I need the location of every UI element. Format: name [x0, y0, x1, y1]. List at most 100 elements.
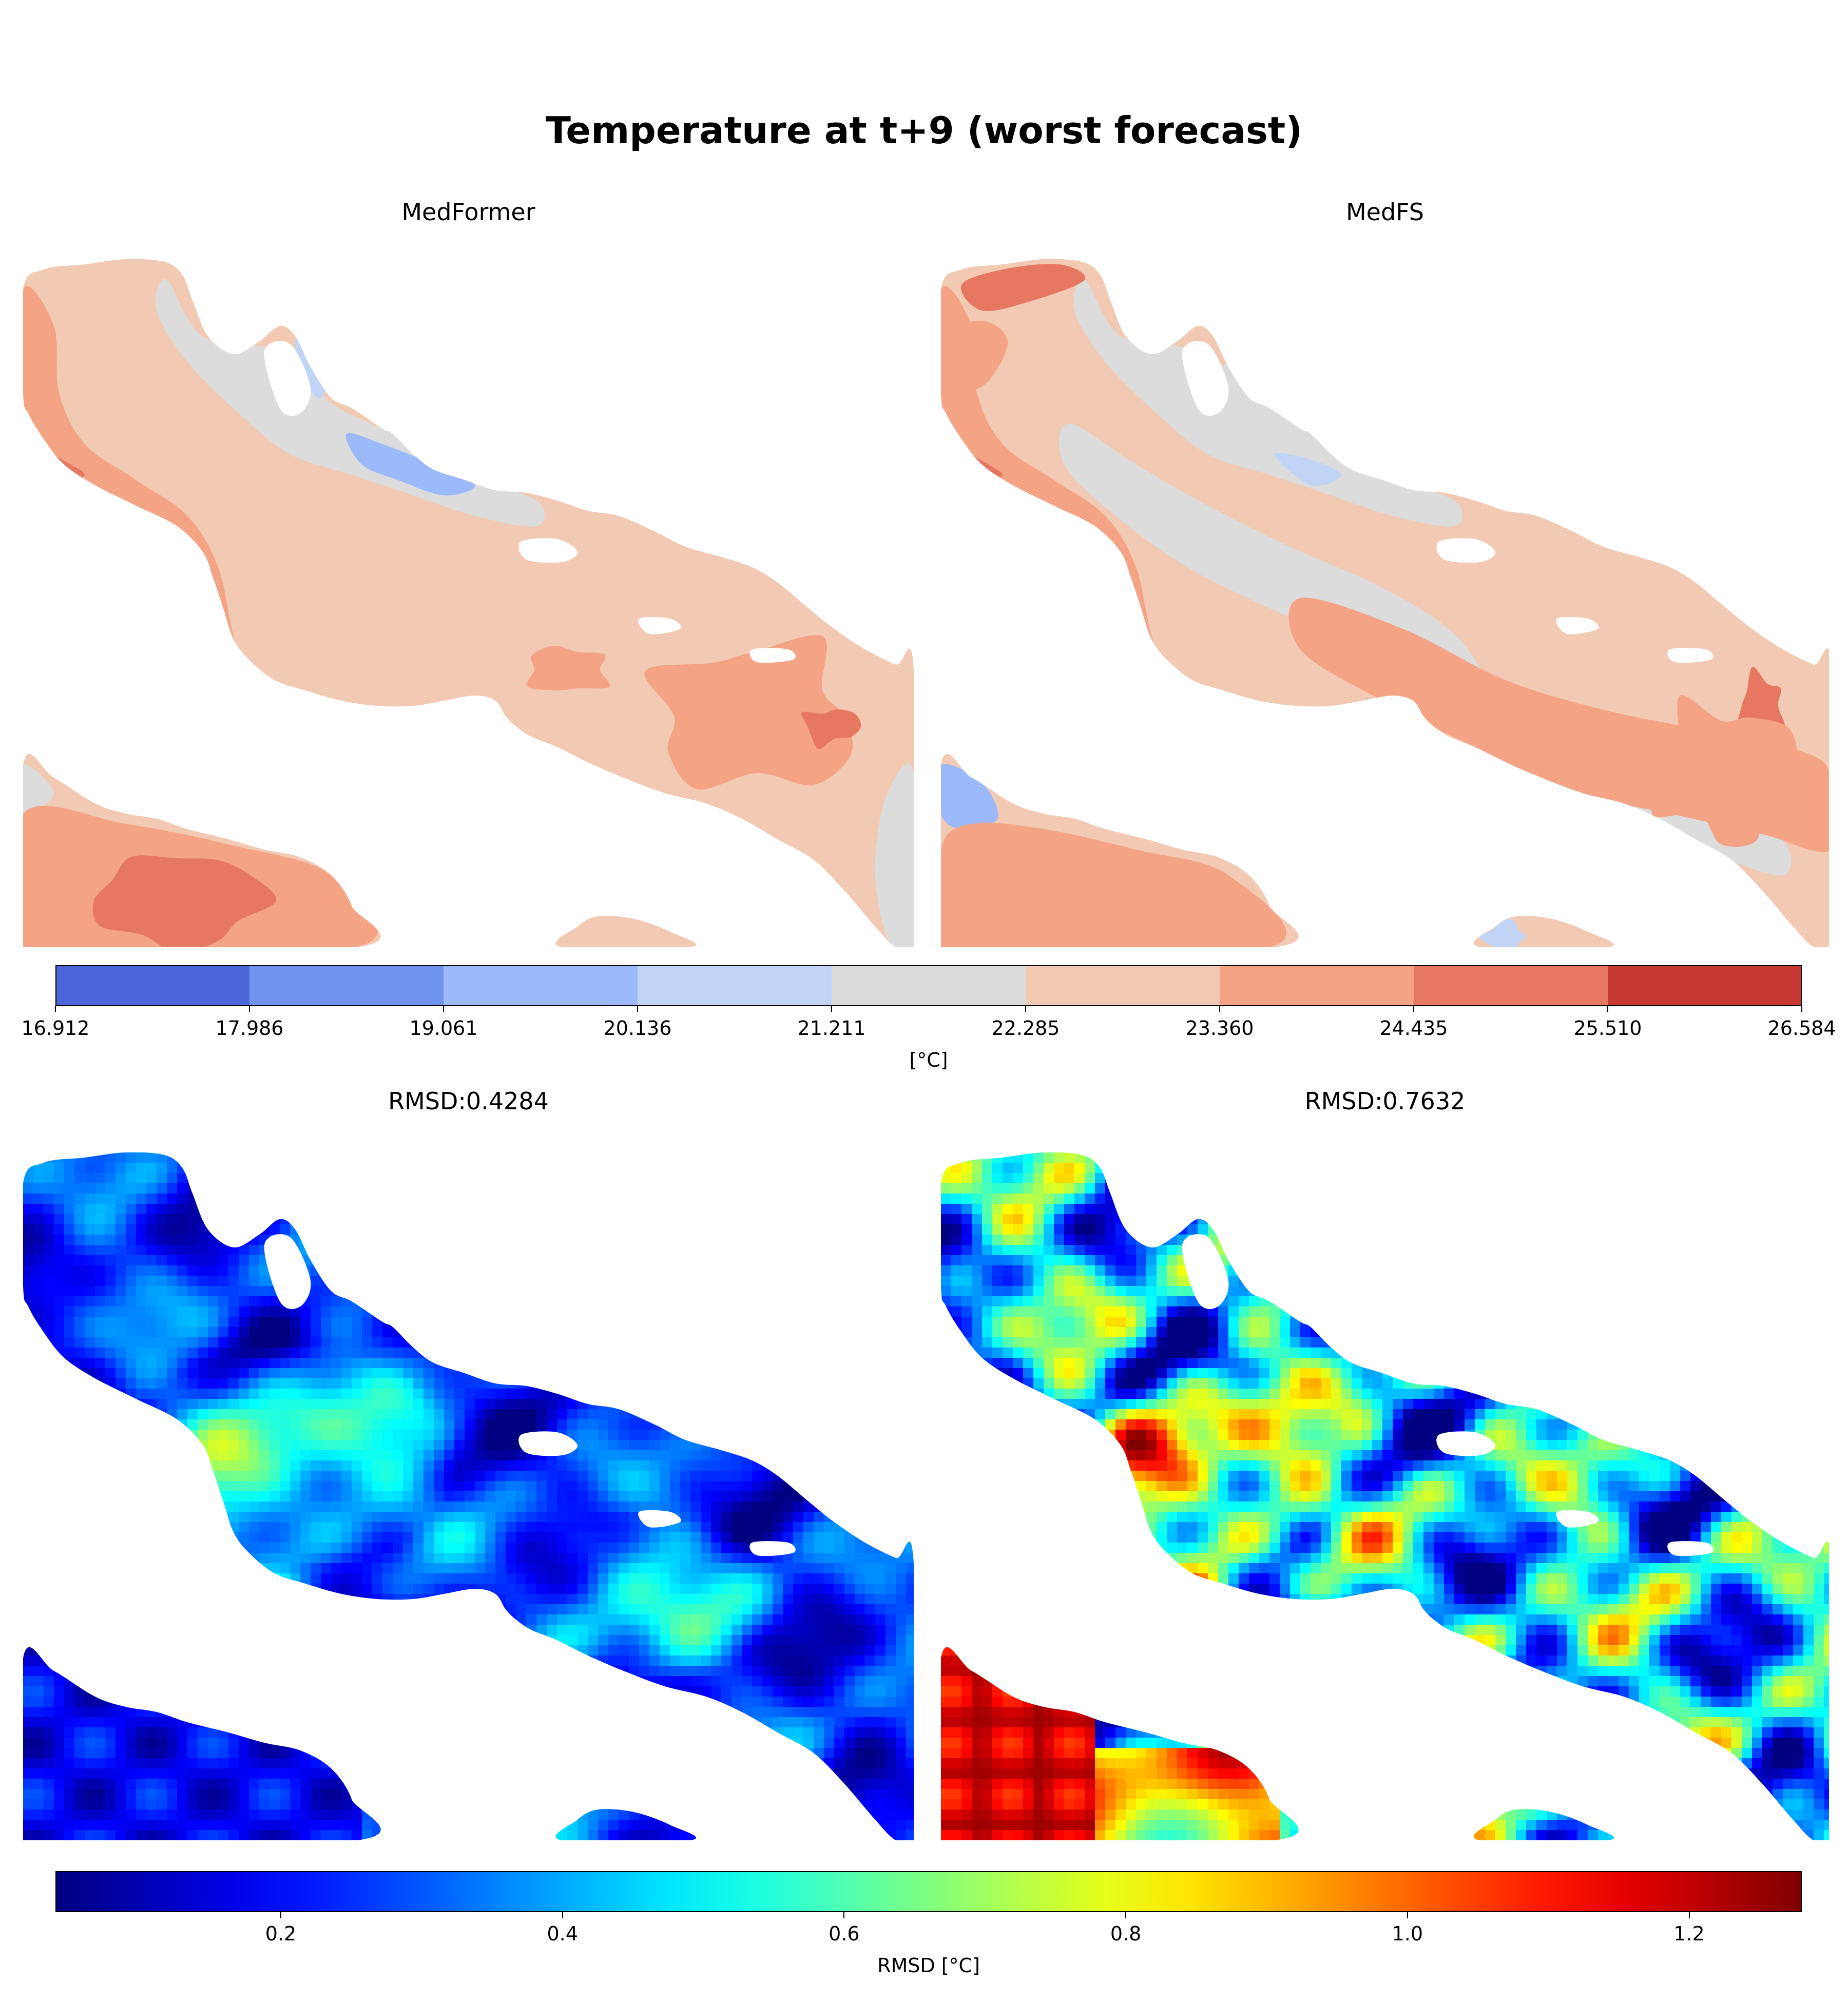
rmsd-cell [321, 1317, 331, 1327]
rmsd-cell [270, 1296, 280, 1306]
rmsd-cell [495, 1286, 506, 1296]
rmsd-cell [403, 1502, 413, 1512]
rmsd-cell [639, 1645, 649, 1656]
rmsd-cell [290, 1584, 300, 1594]
rmsd-cell [701, 1204, 711, 1214]
rmsd-cell [752, 1358, 762, 1368]
rmsd-cell [732, 1306, 742, 1317]
rmsd-cell [321, 1194, 331, 1204]
rmsd-cell [33, 1286, 44, 1296]
rmsd-cell [495, 1296, 506, 1306]
rmsd-cell [33, 1584, 44, 1594]
rmsd-cell [855, 1727, 865, 1738]
rmsd-cell [536, 1214, 547, 1224]
rmsd-cell [23, 1635, 33, 1645]
rmsd-cell [649, 1625, 660, 1635]
rmsd-cell [803, 1563, 814, 1573]
rmsd-cell [157, 1573, 167, 1584]
rmsd-cell [362, 1460, 372, 1471]
rmsd-cell [167, 1450, 177, 1460]
rmsd-cell [454, 1163, 465, 1173]
rmsd-cell [619, 1450, 629, 1460]
rmsd-cell [629, 1276, 639, 1286]
rmsd-cell [228, 1440, 239, 1450]
rmsd-cell [690, 1584, 701, 1594]
rmsd-cell [208, 1235, 218, 1245]
rmsd-cell [382, 1502, 393, 1512]
rmsd-cell [567, 1635, 578, 1645]
rmsd-cell [23, 1697, 33, 1707]
rmsd-cell [290, 1707, 300, 1717]
rmsd-cell [444, 1604, 454, 1614]
rmsd-cell [773, 1686, 783, 1697]
rmsd-cell [495, 1645, 506, 1656]
rmsd-cell [228, 1419, 239, 1430]
rmsd-cell [372, 1460, 382, 1471]
rmsd-cell [239, 1183, 249, 1194]
rmsd-cell [444, 1306, 454, 1317]
rmsd-cell [701, 1594, 711, 1604]
rmsd-cell [619, 1409, 629, 1419]
rmsd-cell [280, 1399, 290, 1409]
rmsd-cell [485, 1214, 495, 1224]
rmsd-cell [865, 1502, 875, 1512]
rmsd-cell [228, 1224, 239, 1235]
rmsd-cell [649, 1604, 660, 1614]
rmsd-cell [444, 1399, 454, 1409]
rmsd-cell [732, 1594, 742, 1604]
rmsd-cell [742, 1532, 752, 1543]
rmsd-cell [424, 1327, 434, 1337]
rmsd-cell [136, 1378, 146, 1389]
rmsd-cell [208, 1697, 218, 1707]
rmsd-cell [95, 1419, 105, 1430]
rmsd-cell [95, 1214, 105, 1224]
rmsd-cell [608, 1502, 619, 1512]
rmsd-cell [331, 1194, 341, 1204]
rmsd-cell [157, 1553, 167, 1563]
rmsd-cell [105, 1553, 116, 1563]
rmsd-cell [485, 1491, 495, 1502]
rmsd-cell [516, 1173, 526, 1183]
rmsd-cell [95, 1389, 105, 1399]
rmsd-cell [485, 1460, 495, 1471]
rmsd-cell [454, 1204, 465, 1214]
rmsd-cell [187, 1255, 198, 1265]
rmsd-cell [588, 1348, 598, 1358]
rmsd-cell [701, 1573, 711, 1584]
rmsd-cell [454, 1296, 465, 1306]
rmsd-cell [362, 1543, 372, 1553]
rmsd-cell [239, 1481, 249, 1491]
rmsd-cell [434, 1584, 444, 1594]
rmsd-cell [865, 1214, 875, 1224]
rmsd-cell [23, 1337, 33, 1348]
rmsd-cell [454, 1573, 465, 1584]
rmsd-cell [649, 1594, 660, 1604]
rmsd-cell [608, 1604, 619, 1614]
rmsd-cell [208, 1358, 218, 1368]
rmsd-cell [567, 1337, 578, 1348]
rmsd-cell [167, 1194, 177, 1204]
rmsd-cell [352, 1614, 362, 1625]
rmsd-cell [906, 1563, 914, 1573]
rmsd-cell [701, 1635, 711, 1645]
rmsd-cell [701, 1440, 711, 1450]
rmsd-cell [239, 1563, 249, 1573]
rmsd-cell [680, 1255, 690, 1265]
rmsd-cell [783, 1163, 793, 1173]
rmsd-cell [95, 1430, 105, 1440]
rmsd-cell [311, 1727, 321, 1738]
rmsd-cell [444, 1553, 454, 1563]
rmsd-cell [557, 1584, 567, 1594]
rmsd-cell [136, 1235, 146, 1245]
rmsd-cell [85, 1255, 95, 1265]
rmsd-cell [434, 1348, 444, 1358]
rmsd-cell [136, 1707, 146, 1717]
rmsd-cell [721, 1491, 732, 1502]
rmsd-cell [588, 1317, 598, 1327]
rmsd-cell [157, 1491, 167, 1502]
rmsd-cell [711, 1317, 721, 1327]
rmsd-cell [762, 1707, 773, 1717]
rmsd-cell [465, 1440, 475, 1450]
rmsd-cell [167, 1235, 177, 1245]
rmsd-cell [855, 1594, 865, 1604]
